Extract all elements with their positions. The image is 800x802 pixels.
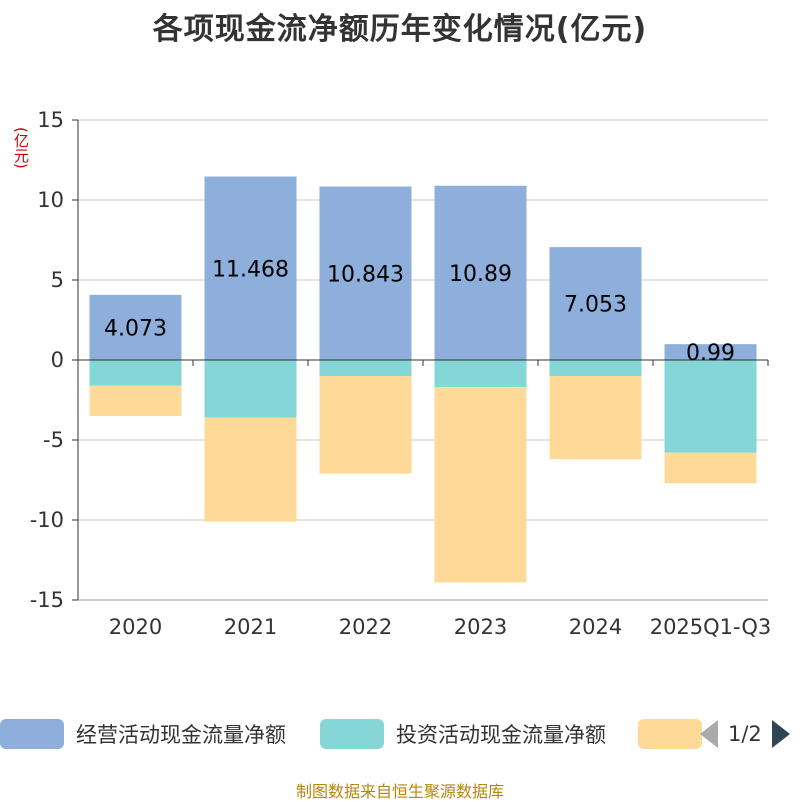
bar-2023-series-1[interactable]: [434, 360, 527, 388]
bar-2021-series-1[interactable]: [204, 360, 297, 418]
x-tick-label-2022: 2022: [339, 615, 392, 639]
bar-2020-series-2[interactable]: [89, 385, 182, 416]
bar-2024-series-2[interactable]: [549, 376, 642, 460]
y-tick-label--5: -5: [43, 428, 64, 452]
data-label-2025Q1-Q3: 0.99: [686, 341, 735, 366]
bar-2021-series-2[interactable]: [204, 417, 297, 522]
data-label-2022: 10.843: [327, 262, 404, 287]
bar-2023-series-2[interactable]: [434, 387, 527, 583]
bar-2025Q1-Q3-series-0[interactable]: [664, 344, 757, 360]
data-label-2020: 4.073: [104, 316, 167, 341]
x-tick-label-2021: 2021: [224, 615, 277, 639]
x-tick-label-2020: 2020: [109, 615, 162, 639]
bar-group: [89, 176, 757, 583]
legend-label-operating: 经营活动现金流量净额: [76, 723, 286, 747]
bar-2025Q1-Q3-series-1[interactable]: [664, 360, 757, 453]
bar-2022-series-0[interactable]: [319, 186, 412, 360]
bar-2020-series-0[interactable]: [89, 294, 182, 360]
y-tick-label-10: 10: [37, 188, 64, 212]
legend-swatch-financing: [638, 719, 702, 749]
data-label-2023: 10.89: [449, 262, 512, 287]
legend-item-investing[interactable]: 投资活动现金流量净额: [320, 716, 606, 752]
legend-item-financing[interactable]: [638, 716, 714, 752]
legend-label-investing: 投资活动现金流量净额: [396, 723, 606, 747]
bar-2020-series-1[interactable]: [89, 360, 182, 386]
bar-2024-series-1[interactable]: [549, 360, 642, 376]
x-tick-label-2023: 2023: [454, 615, 507, 639]
chart-title: 各项现金流净额历年变化情况(亿元): [152, 12, 648, 47]
bar-2021-series-0[interactable]: [204, 176, 297, 360]
cash-flow-chart: 15 10 5 0 -5 -10 -15 2020 2021 2022 2023 2024 2025Q1…: [30, 108, 772, 639]
legend: 经营活动现金流量净额 投资活动现金流量净额 1/2: [0, 716, 800, 756]
tick-labels: 15 10 5 0 -5 -10 -15 2020 2021 2022 2023 2024 2025Q1…: [30, 108, 772, 639]
legend-pager: 1/2: [700, 716, 790, 752]
bar-2024-series-0[interactable]: [549, 247, 642, 360]
bar-2022-series-1[interactable]: [319, 360, 412, 376]
legend-swatch-investing: [320, 719, 384, 749]
prev-page-icon[interactable]: [700, 720, 718, 748]
legend-page-indicator: 1/2: [728, 722, 762, 746]
bar-2025Q1-Q3-series-2[interactable]: [664, 452, 757, 484]
source-note: 制图数据来自恒生聚源数据库: [295, 782, 504, 801]
y-tick-label-15: 15: [37, 108, 64, 132]
next-page-icon[interactable]: [771, 720, 790, 748]
y-tick-label-5: 5: [51, 268, 64, 292]
y-tick-label--10: -10: [30, 508, 64, 532]
x-tick-label-2024: 2024: [569, 615, 622, 639]
data-labels: 4.073 11.468 10.843 10.89 7.053 0.99: [104, 257, 735, 366]
legend-swatch-operating: [0, 719, 64, 749]
y-tick-label-0: 0: [51, 348, 64, 372]
bar-2022-series-2[interactable]: [319, 376, 412, 474]
bar-2023-series-0[interactable]: [434, 185, 527, 360]
x-tick-label-2025Q1-Q3: 2025Q1-Q3: [650, 615, 772, 639]
y-tick-label--15: -15: [30, 588, 64, 612]
legend-item-operating[interactable]: 经营活动现金流量净额: [0, 716, 286, 752]
data-label-2024: 7.053: [564, 293, 627, 318]
y-axis-unit-label: (亿元): [12, 127, 30, 169]
axes: [72, 119, 769, 601]
data-label-2021: 11.468: [212, 257, 289, 282]
